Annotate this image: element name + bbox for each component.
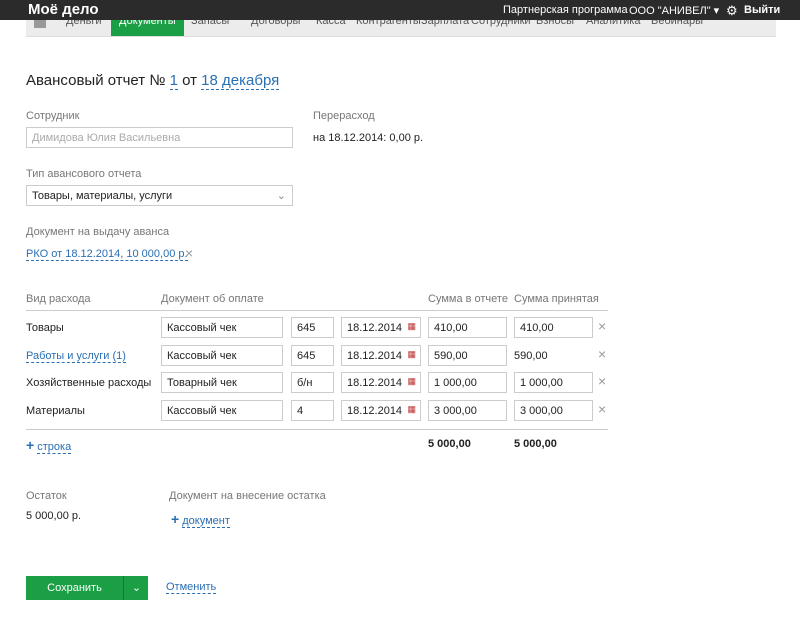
expense-type: Материалы xyxy=(26,405,85,418)
cell-input[interactable]: 645 xyxy=(291,344,334,366)
cell-input[interactable]: 18.12.2014 ▦ xyxy=(341,344,421,366)
type-select[interactable]: Товары, материалы, услуги ⌄ xyxy=(26,185,293,206)
cell-input[interactable]: 1 000,00 xyxy=(428,372,507,394)
logout[interactable]: Выйти xyxy=(744,4,781,16)
cell-input[interactable]: 4 xyxy=(291,400,334,422)
th: Сумма в отчете xyxy=(428,293,508,305)
save-dropdown[interactable]: ⌄ xyxy=(123,576,149,600)
cell-input[interactable]: Кассовый чек xyxy=(161,317,283,338)
overspend-value: на 18.12.2014: 0,00 р. xyxy=(313,132,424,144)
doc-date[interactable]: 18 декабря xyxy=(201,72,280,90)
cell-input[interactable]: 3 000,00 xyxy=(514,400,593,422)
overspend-label: Перерасход xyxy=(313,110,375,122)
remove-row[interactable]: × xyxy=(598,318,607,334)
cell-input[interactable]: 18.12.2014 ▦ xyxy=(341,372,421,394)
title-prefix: Авансовый отчет № xyxy=(26,72,166,89)
type-value: Товары, материалы, услуги xyxy=(32,190,173,202)
balance-value: 5 000,00 р. xyxy=(26,510,82,522)
company-menu[interactable]: ООО "АНИВЕЛ" ▾ xyxy=(629,5,720,17)
cell-input[interactable]: 645 xyxy=(291,317,334,338)
add-doc-text: документ xyxy=(182,515,230,528)
remove-row[interactable]: × xyxy=(598,373,607,390)
advance-link[interactable]: РКО от 18.12.2014, 10 000,00 р. xyxy=(26,248,188,261)
cell-input[interactable]: 590,00 xyxy=(428,344,507,366)
cell-input[interactable]: Кассовый чек xyxy=(161,344,283,366)
divider xyxy=(26,429,608,430)
add-row[interactable]: + строка xyxy=(26,437,72,454)
calendar-icon[interactable]: ▦ xyxy=(407,348,416,359)
total-accepted: 5 000,00 xyxy=(514,438,557,450)
th: Сумма принятая xyxy=(514,293,599,305)
expense-type: Хозяйственные расходы xyxy=(26,377,152,390)
cell-input[interactable]: 410,00 xyxy=(514,317,593,338)
cell-input: 590,00 xyxy=(514,349,548,362)
cell-input[interactable]: 410,00 xyxy=(428,317,507,338)
cancel-link[interactable]: Отменить xyxy=(166,581,217,594)
save-text: Сохранить xyxy=(47,582,102,594)
company-name: ООО "АНИВЕЛ" xyxy=(629,5,711,17)
balance-label: Остаток xyxy=(26,490,67,502)
expense-type[interactable]: Работы и услуги (1) xyxy=(26,349,126,363)
expense-type: Товары xyxy=(26,322,64,334)
cell-input[interactable]: Товарный чек xyxy=(161,372,283,394)
cell-input[interactable]: 1 000,00 xyxy=(514,372,593,394)
cell-input[interactable]: б/н xyxy=(291,372,334,394)
doc-number[interactable]: 1 xyxy=(169,72,178,90)
balance-doc-label: Документ на внесение остатка xyxy=(169,490,326,502)
type-label: Тип авансового отчета xyxy=(26,168,142,180)
employee-input[interactable]: Димидова Юлия Васильевна xyxy=(26,127,293,148)
title-from: от xyxy=(182,72,197,89)
cell-input[interactable]: Кассовый чек xyxy=(161,400,283,422)
cell-input[interactable]: 18.12.2014 ▦ xyxy=(341,317,421,338)
add-doc[interactable]: + документ xyxy=(171,511,230,528)
title: Авансовый отчет № 1 от 18 декабря xyxy=(26,72,280,90)
logo[interactable]: Моё дело xyxy=(28,1,99,18)
chevron: ⌄ xyxy=(276,190,286,202)
partner-link[interactable]: Партнерская программа xyxy=(503,4,628,16)
remove-row[interactable]: × xyxy=(598,345,607,362)
remove-row[interactable]: × xyxy=(598,401,607,418)
gear-icon: ⚙ xyxy=(726,3,738,18)
divider xyxy=(26,310,608,311)
employee-label: Сотрудник xyxy=(26,110,80,122)
top-bar: Моё дело Партнерская программа ООО "АНИВ… xyxy=(0,0,800,20)
cell-input[interactable]: 3 000,00 xyxy=(428,400,507,422)
calendar-icon[interactable]: ▦ xyxy=(407,404,416,415)
total-report: 5 000,00 xyxy=(428,438,471,450)
calendar-icon[interactable]: ▦ xyxy=(407,376,416,387)
add-row-text: строка xyxy=(37,441,72,454)
th: Документ об оплате xyxy=(161,293,264,305)
save-button[interactable]: Сохранить ⌄ xyxy=(26,576,148,600)
calendar-icon[interactable]: ▦ xyxy=(407,321,416,331)
th: Вид расхода xyxy=(26,293,91,305)
cell-input[interactable]: 18.12.2014 ▦ xyxy=(341,400,421,422)
advance-label: Документ на выдачу аванса xyxy=(26,226,170,238)
remove-icon[interactable]: × xyxy=(185,245,194,261)
